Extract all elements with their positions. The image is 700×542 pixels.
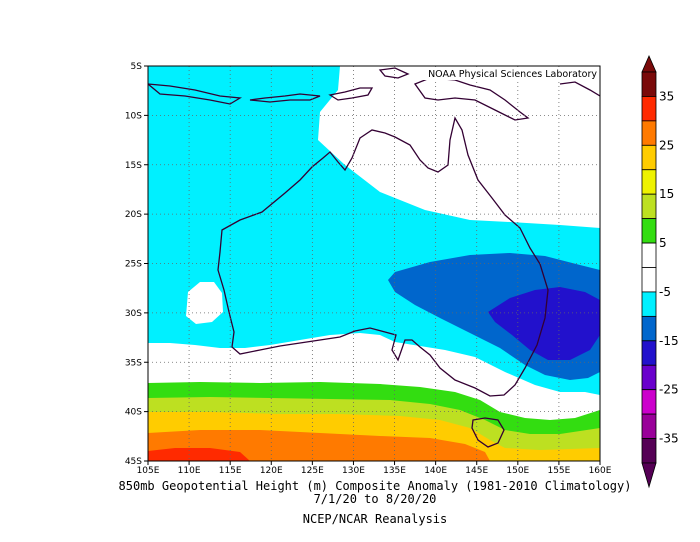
timor-coastline [328,87,374,101]
lat-tick-label: 25S [125,260,142,270]
lat-tick-label: 45S [125,457,142,467]
colorbar-arrow-bottom [641,462,657,489]
coastlines [148,67,600,448]
lat-tick-label: 10S [125,111,142,121]
lesser-sunda-coastline [249,93,321,103]
lon-tick-label: 145E [465,466,488,476]
lat-tick-label: 15S [125,161,142,171]
colorbar-segment [641,389,657,415]
caption-line-3: NCEP/NCAR Reanalysis [302,512,448,526]
colorbar-segment [641,267,657,293]
colorbar-segment [641,438,657,464]
latitude-axis: 5S 10S 15S 20S 25S 30S 35S 40S 45S [125,62,148,467]
colorbar-segment [641,242,657,268]
colorbar: 35 25 15 5 -5 -15 -25 -35 [641,55,679,489]
colorbar-label: -5 [659,285,671,299]
australia-coastline [217,116,549,397]
lon-tick-label: 160E [589,466,612,476]
tasmania-coastline [471,417,505,448]
lon-tick-label: 115E [219,466,242,476]
colorbar-segment [641,291,657,317]
colorbar-segment [641,315,657,342]
grid-lines [148,66,600,461]
colorbar-segment [641,218,657,244]
lat-tick-label: 35S [125,358,142,368]
colorbar-label: 25 [659,138,674,152]
colorbar-label: -15 [659,334,679,348]
anomaly-field [148,66,600,461]
longitude-axis: 105E 110E 115E 120E 125E 130E 135E 140E 145E 150E… [137,461,612,476]
contour-red [148,448,250,461]
new-guinea-coastline [413,77,530,121]
lon-tick-label: 140E [424,466,447,476]
lon-tick-label: 135E [383,466,406,476]
colorbar-label: 35 [659,89,674,103]
credit-label: NOAA Physical Sciences Laboratory [428,69,597,80]
colorbar-label: -25 [659,383,679,397]
colorbar-label: -35 [659,432,679,446]
lon-tick-label: 120E [260,466,283,476]
lon-tick-label: 105E [137,466,160,476]
colorbar-segment [641,413,657,439]
lon-tick-label: 150E [506,466,529,476]
lon-tick-label: 125E [301,466,324,476]
credit-box [416,67,599,80]
lat-tick-label: 5S [131,62,143,72]
colorbar-segment [641,193,657,220]
colorbar-segment [641,71,657,97]
caption-line-2: 7/1/20 to 8/20/20 [313,492,437,506]
colorbar-label: 15 [659,187,674,201]
lon-tick-label: 130E [342,466,365,476]
colorbar-segment [641,364,657,391]
colorbar-arrow-top [641,55,657,73]
colorbar-segment [641,340,657,366]
lat-tick-label: 30S [125,309,142,319]
islands-east [559,81,600,97]
colorbar-segment [641,120,657,146]
caption-line-1: 850mb Geopotential Height (m) Composite … [118,479,632,493]
lon-tick-label: 155E [547,466,570,476]
contour-white-hole [186,282,223,324]
java-coastline [148,83,243,105]
colorbar-segment [641,144,657,171]
lon-tick-label: 110E [178,466,201,476]
lat-tick-label: 20S [125,210,142,220]
lat-tick-label: 40S [125,408,142,418]
islands-north [378,67,410,79]
colorbar-segment [641,169,657,195]
colorbar-label: 5 [659,236,667,250]
colorbar-segment [641,96,657,122]
